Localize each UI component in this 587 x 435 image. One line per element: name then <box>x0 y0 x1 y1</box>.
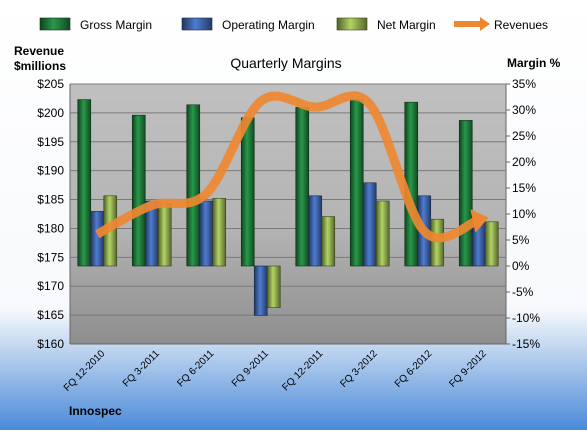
bar-gross-margin <box>131 114 146 267</box>
right-tick-label: -15% <box>512 337 540 351</box>
legend-swatch <box>336 17 368 31</box>
bar-net-margin <box>375 200 390 267</box>
bar-gross-margin <box>349 99 364 267</box>
legend-label: Operating Margin <box>222 18 315 32</box>
right-tick-label: 5% <box>512 233 530 247</box>
bar-net-margin <box>430 218 445 267</box>
bar-net-margin <box>484 221 499 267</box>
right-tick-label: 30% <box>512 103 536 117</box>
revenue-line-arrowhead <box>470 209 489 233</box>
right-tick-label: 25% <box>512 129 536 143</box>
right-tick-label: 10% <box>512 207 536 221</box>
legend-item-operating-margin: Operating Margin <box>181 17 315 32</box>
right-tick-label: -10% <box>512 311 540 325</box>
left-tick-label: $165 <box>37 308 64 322</box>
bar-operating-margin <box>308 195 323 267</box>
right-tick-label: 15% <box>512 181 536 195</box>
left-tick-label: $200 <box>37 106 64 120</box>
right-tick-label: -5% <box>512 285 534 299</box>
legend-item-net-margin: Net Margin <box>336 17 436 32</box>
left-tick-label: $190 <box>37 164 64 178</box>
legend-label: Gross Margin <box>80 18 152 32</box>
bar-operating-margin <box>199 200 214 267</box>
bar-operating-margin <box>362 182 377 267</box>
legend-item-gross-margin: Gross Margin <box>39 17 152 32</box>
left-tick-label: $180 <box>37 221 64 235</box>
revenue-line <box>95 91 481 243</box>
bar-operating-margin <box>90 211 105 267</box>
bar-gross-margin <box>295 107 310 267</box>
bar-net-margin <box>212 198 227 267</box>
right-axis-label: Margin % <box>507 56 561 70</box>
legend-label: Net Margin <box>377 18 436 32</box>
bar-gross-margin <box>240 117 255 267</box>
bar-operating-margin <box>253 265 268 316</box>
legend-swatch <box>39 17 71 31</box>
chart-title: Quarterly Margins <box>230 55 341 71</box>
right-tick-label: 20% <box>512 155 536 169</box>
left-tick-label: $195 <box>37 135 64 149</box>
bar-gross-margin <box>458 120 473 267</box>
left-tick-label: $185 <box>37 193 64 207</box>
right-tick-label: 0% <box>512 259 530 273</box>
legend-item-revenues: Revenues <box>454 17 548 32</box>
legend-label: Revenues <box>494 18 548 32</box>
brand-label: Innospec <box>69 404 122 418</box>
legend-swatch <box>181 17 213 31</box>
bar-net-margin <box>321 216 336 267</box>
bar-gross-margin <box>77 99 92 267</box>
legend-swatch-arrow <box>480 17 490 31</box>
bar-net-margin <box>157 203 172 267</box>
left-tick-label: $175 <box>37 250 64 264</box>
left-axis-label-line2: $millions <box>14 59 66 73</box>
bar-net-margin <box>266 265 281 308</box>
left-tick-label: $170 <box>37 279 64 293</box>
right-tick-label: 35% <box>512 77 536 91</box>
left-tick-label: $160 <box>37 337 64 351</box>
left-axis-label-line1: Revenue <box>14 44 64 58</box>
left-tick-label: $205 <box>37 77 64 91</box>
bar-gross-margin <box>186 104 201 267</box>
